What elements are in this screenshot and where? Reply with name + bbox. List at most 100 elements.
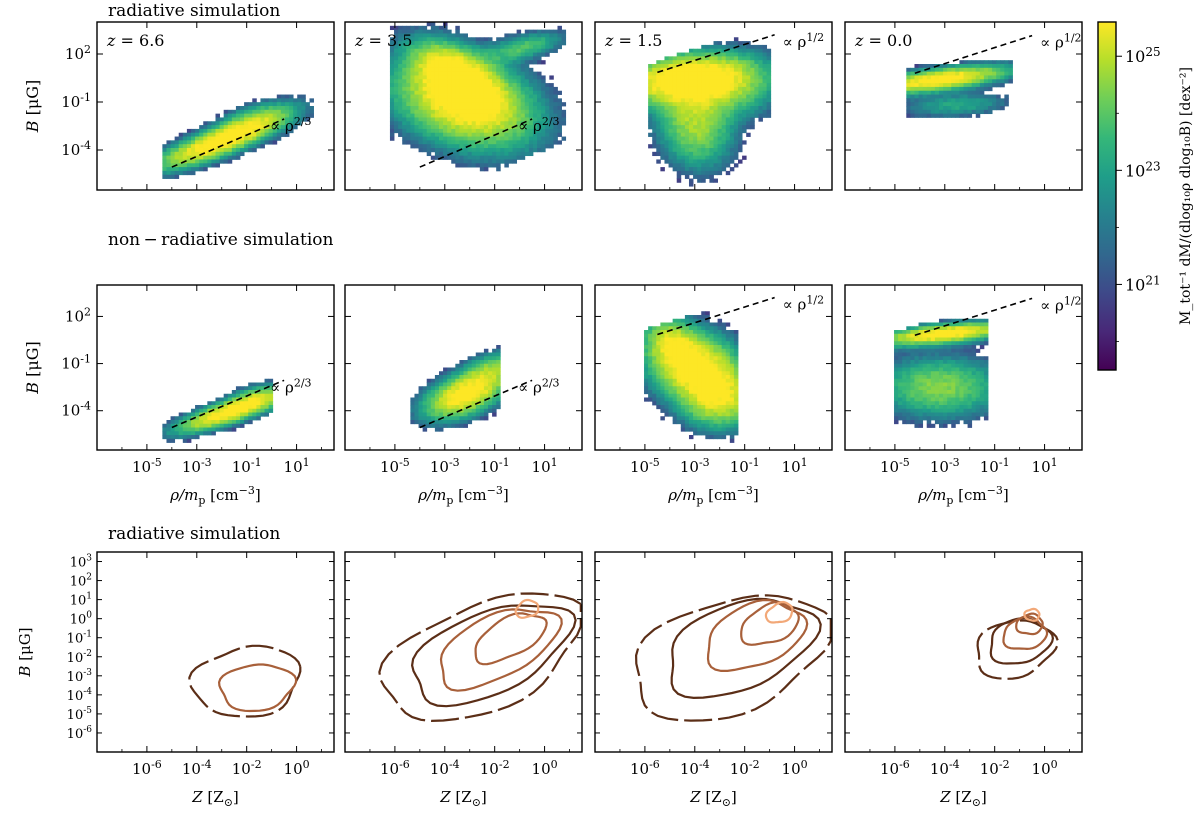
heatmap-cell [541,48,546,53]
heatmap-cell [709,341,714,346]
heatmap-cell [684,136,690,141]
heatmap-cell [717,375,723,380]
heatmap-cell [479,360,485,365]
heatmap-cell [438,148,444,153]
heatmap-cell [742,67,747,73]
heatmap-cell [971,330,977,335]
heatmap-cell [244,386,249,391]
heatmap-cell [248,102,253,107]
heatmap-cell [676,412,682,417]
heatmap-cell [492,367,497,372]
heatmap-cell [532,33,538,38]
heatmap-cell [733,333,739,338]
heatmap-cell [930,371,936,376]
heatmap-cell [512,109,518,115]
heatmap-cell [297,113,302,118]
heatmap-cell [652,64,657,69]
heatmap-cell [512,37,518,42]
heatmap-cell [422,41,428,46]
heatmap-cell [975,363,981,368]
heatmap-cell [199,144,204,149]
heatmap-cell [231,427,237,432]
heatmap-cell [963,94,968,99]
heatmap-cell [922,322,928,327]
heatmap-cell [660,401,665,406]
heatmap-cell [697,159,702,164]
heatmap-cell [680,90,686,95]
heatmap-cell [389,37,395,42]
heatmap-cell [963,67,968,73]
heatmap-cell [693,333,698,338]
heatmap-cell [967,412,973,417]
heatmap-cell [680,102,686,107]
heatmap-cell [688,367,694,372]
heatmap-cell [709,163,714,168]
heatmap-cell [284,128,290,134]
heatmap-cell [520,44,526,50]
heatmap-cell [717,102,723,107]
heatmap-cell [492,375,497,380]
heatmap-cell [676,94,682,99]
heatmap-cell [223,427,229,432]
heatmap-cell [750,64,755,69]
heatmap-cell [725,71,731,76]
heatmap-cell [705,48,710,53]
heatmap-cell [668,371,674,376]
heatmap-cell [235,401,241,406]
heatmap-cell [483,41,489,46]
heatmap-cell [934,90,940,95]
heatmap-cell [660,356,665,361]
heatmap-cell [705,128,710,134]
heatmap-cell [697,371,702,376]
heatmap-cell [648,121,653,126]
heatmap-cell [664,125,669,130]
heatmap-cell [918,83,924,88]
heatmap-cell [938,90,944,95]
heatmap-cell [512,94,518,99]
heatmap-cell [508,64,513,69]
heatmap-cell [910,71,915,76]
heatmap-cell [178,170,184,176]
heatmap-cell [219,117,225,122]
heatmap-cell [463,132,468,137]
heatmap-cell [766,48,772,53]
heatmap-cell [434,25,440,31]
heatmap-cell [648,386,653,391]
heatmap-cell [680,109,686,115]
heatmap-cell [975,67,981,73]
heatmap-cell [174,155,180,160]
heatmap-cell [684,163,690,168]
heatmap-cell [223,136,229,141]
heatmap-cell [992,98,997,103]
heatmap-cell [713,386,718,391]
heatmap-cell [725,140,731,145]
heatmap-cell [549,125,554,130]
heatmap-cell [959,348,964,353]
heatmap-cell [979,86,985,92]
heatmap-cell [697,363,702,368]
heatmap-cell [902,337,907,342]
heatmap-cell [528,140,534,145]
heatmap-cell [430,64,436,69]
heatmap-cell [479,113,485,118]
heatmap-cell [959,106,964,111]
heatmap-cell [207,431,212,436]
heatmap-cell [170,159,176,164]
heatmap-cell [922,352,928,357]
heatmap-cell [971,393,977,398]
heatmap-cell [504,71,509,76]
heatmap-cell [951,356,956,361]
heatmap-cell [504,98,509,103]
heatmap-cell [541,37,546,42]
heatmap-cell [483,117,489,122]
heatmap-cell [463,67,468,73]
heatmap-cell [186,148,192,153]
heatmap-cell [693,348,698,353]
heatmap-cell [537,75,542,80]
heatmap-cell [459,106,464,111]
heatmap-cell [738,67,743,73]
heatmap-cell [532,29,538,34]
heatmap-cell [914,397,919,402]
heatmap-cell [693,140,698,145]
heatmap-cell [963,393,968,398]
